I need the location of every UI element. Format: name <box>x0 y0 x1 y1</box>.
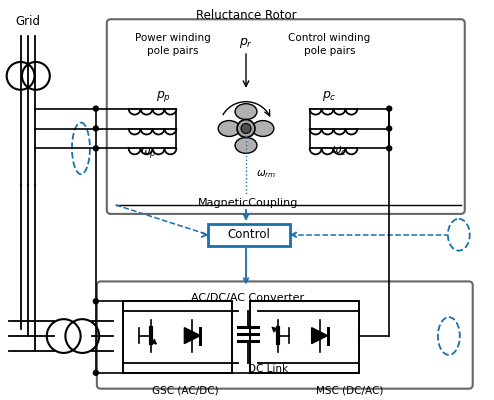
Text: MagneticCoupling: MagneticCoupling <box>198 198 298 208</box>
Ellipse shape <box>218 120 240 136</box>
Circle shape <box>241 124 251 134</box>
Circle shape <box>387 106 392 111</box>
Circle shape <box>93 106 98 111</box>
Polygon shape <box>312 328 328 344</box>
Text: Power winding
pole pairs: Power winding pole pairs <box>134 33 210 56</box>
Text: $p_c$: $p_c$ <box>322 89 337 103</box>
Circle shape <box>93 146 98 151</box>
Circle shape <box>93 370 98 375</box>
Text: AC/DC/AC Converter: AC/DC/AC Converter <box>192 293 305 303</box>
Circle shape <box>93 299 98 304</box>
Text: $\omega_p$: $\omega_p$ <box>140 145 157 160</box>
Text: $p_p$: $p_p$ <box>156 89 171 104</box>
Ellipse shape <box>252 120 274 136</box>
Bar <box>208 224 290 246</box>
Text: GSC (AC/DC): GSC (AC/DC) <box>152 386 219 396</box>
Text: Control winding
pole pairs: Control winding pole pairs <box>288 33 370 56</box>
Ellipse shape <box>235 104 257 120</box>
Bar <box>250 301 359 373</box>
Ellipse shape <box>235 138 257 153</box>
Text: $\omega_c$: $\omega_c$ <box>331 145 348 158</box>
Text: Grid: Grid <box>15 15 41 28</box>
Text: $\omega_{rm}$: $\omega_{rm}$ <box>256 168 276 180</box>
Circle shape <box>387 126 392 131</box>
Polygon shape <box>184 328 200 344</box>
Text: $p_r$: $p_r$ <box>239 36 253 50</box>
Circle shape <box>93 126 98 131</box>
Text: MSC (DC/AC): MSC (DC/AC) <box>316 386 383 396</box>
Bar <box>123 301 232 373</box>
Text: Control: Control <box>228 228 270 241</box>
Text: DC Link: DC Link <box>248 364 288 374</box>
Text: Reluctance Rotor: Reluctance Rotor <box>196 9 296 22</box>
Circle shape <box>387 146 392 151</box>
Circle shape <box>237 120 255 138</box>
